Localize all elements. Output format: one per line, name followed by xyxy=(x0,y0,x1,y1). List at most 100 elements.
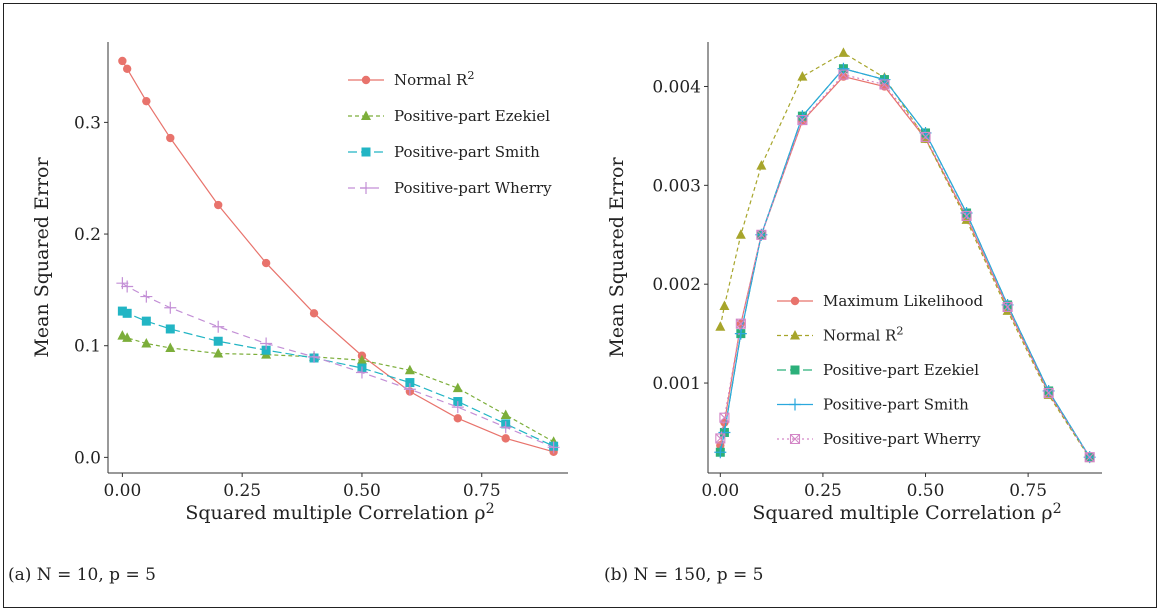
x-tick-label: 0.75 xyxy=(463,481,501,501)
legend-entry: Positive-part Ezekiel xyxy=(777,361,979,379)
series-4 xyxy=(715,69,1095,463)
x-tick-label: 0.00 xyxy=(103,481,141,501)
data-point xyxy=(735,229,746,239)
legend-marker xyxy=(361,110,371,120)
legend-label: Positive-part Ezekiel xyxy=(823,361,979,379)
legend-label: Positive-part Wherry xyxy=(823,430,981,448)
data-point xyxy=(122,64,132,73)
series-line xyxy=(122,282,554,448)
series-1 xyxy=(715,47,1095,463)
legend: Normal R2 Positive-part Ezekiel Positive-p… xyxy=(348,69,552,197)
x-tick-label: 0.25 xyxy=(804,481,842,501)
data-point xyxy=(499,421,512,434)
data-point xyxy=(838,69,849,80)
data-point xyxy=(261,345,271,355)
data-point xyxy=(719,412,730,423)
series-3 xyxy=(116,277,560,454)
figure-frame xyxy=(3,3,1157,608)
caption-panel-a: (a) N = 10, p = 5 xyxy=(8,565,156,585)
data-point xyxy=(260,337,273,350)
data-point xyxy=(164,301,177,314)
legend-label: Maximum Likelihood xyxy=(823,292,983,310)
data-point xyxy=(213,336,223,346)
data-point xyxy=(501,434,510,443)
data-point xyxy=(879,79,890,90)
legend-marker xyxy=(790,296,800,306)
y-tick-label: 0.003 xyxy=(652,176,701,196)
data-point xyxy=(500,409,511,419)
legend-entry: Positive-part Smith xyxy=(348,143,540,161)
x-axis-title: Squared multiple Correlation ρ2 xyxy=(752,501,1061,524)
legend-label: Positive-part Smith xyxy=(823,396,969,414)
data-point xyxy=(452,382,463,393)
y-axis-title: Mean Squared Error xyxy=(31,157,53,358)
legend-label: Positive-part Wherry xyxy=(394,179,552,197)
series-line xyxy=(719,68,1091,458)
data-point xyxy=(116,277,129,290)
series-line xyxy=(122,335,554,443)
data-point xyxy=(140,290,153,303)
data-point xyxy=(117,306,127,316)
legend-marker xyxy=(360,182,372,194)
data-point xyxy=(121,280,134,293)
data-point xyxy=(166,133,175,143)
legend-entry: Positive-part Wherry xyxy=(348,179,552,197)
data-point xyxy=(214,200,223,210)
legend-entry: Maximum Likelihood xyxy=(777,292,983,310)
data-point xyxy=(797,71,808,81)
data-point xyxy=(453,414,462,423)
series-1 xyxy=(117,330,559,446)
series-line xyxy=(121,60,554,453)
legend-label: Normal R2 xyxy=(394,69,475,89)
data-point xyxy=(1084,452,1095,463)
data-point xyxy=(961,210,972,222)
data-point xyxy=(141,337,152,348)
x-tick-label: 0.75 xyxy=(1009,481,1047,501)
data-point xyxy=(719,300,730,310)
data-point xyxy=(118,56,127,66)
legend-marker xyxy=(361,75,371,85)
legend-entry: Positive-part Smith xyxy=(777,396,969,414)
series-line xyxy=(719,73,1091,458)
data-point xyxy=(309,309,319,318)
x-axis-title: Squared multiple Correlation ρ2 xyxy=(185,501,494,524)
data-point xyxy=(355,366,368,379)
data-point xyxy=(838,47,849,57)
data-point xyxy=(308,350,321,363)
data-point xyxy=(165,342,176,352)
y-tick-label: 0.3 xyxy=(74,113,101,133)
data-point xyxy=(547,441,560,454)
legend-marker xyxy=(789,433,801,445)
legend-marker xyxy=(361,147,371,157)
data-point xyxy=(403,383,416,396)
x-tick-label: 0.25 xyxy=(223,481,261,501)
data-point xyxy=(797,115,808,126)
data-point xyxy=(122,332,133,342)
x-tick-label: 0.50 xyxy=(907,481,945,501)
legend-marker xyxy=(790,330,800,340)
legend-marker xyxy=(790,365,800,375)
data-point xyxy=(715,433,726,444)
data-point xyxy=(451,401,464,414)
data-point xyxy=(141,316,151,326)
series-line xyxy=(122,310,554,447)
legend-label: Normal R2 xyxy=(823,325,904,345)
data-point xyxy=(714,446,727,459)
data-point xyxy=(405,378,415,388)
caption-panel-b: (b) N = 150, p = 5 xyxy=(604,565,764,585)
data-point xyxy=(961,214,972,224)
data-point xyxy=(1002,301,1013,312)
y-tick-label: 0.001 xyxy=(652,374,701,394)
data-point xyxy=(356,354,367,365)
y-tick-label: 0.0 xyxy=(74,448,101,468)
data-point xyxy=(734,327,747,340)
y-axis-title: Mean Squared Error xyxy=(606,157,628,358)
legend: Maximum Likelihood Normal R2 Positive-part… xyxy=(777,292,983,448)
data-point xyxy=(837,62,850,75)
legend-label: Positive-part Smith xyxy=(394,143,540,161)
data-point xyxy=(165,324,175,334)
data-point xyxy=(213,348,224,358)
y-tick-label: 0.004 xyxy=(652,77,701,97)
data-point xyxy=(261,258,271,268)
